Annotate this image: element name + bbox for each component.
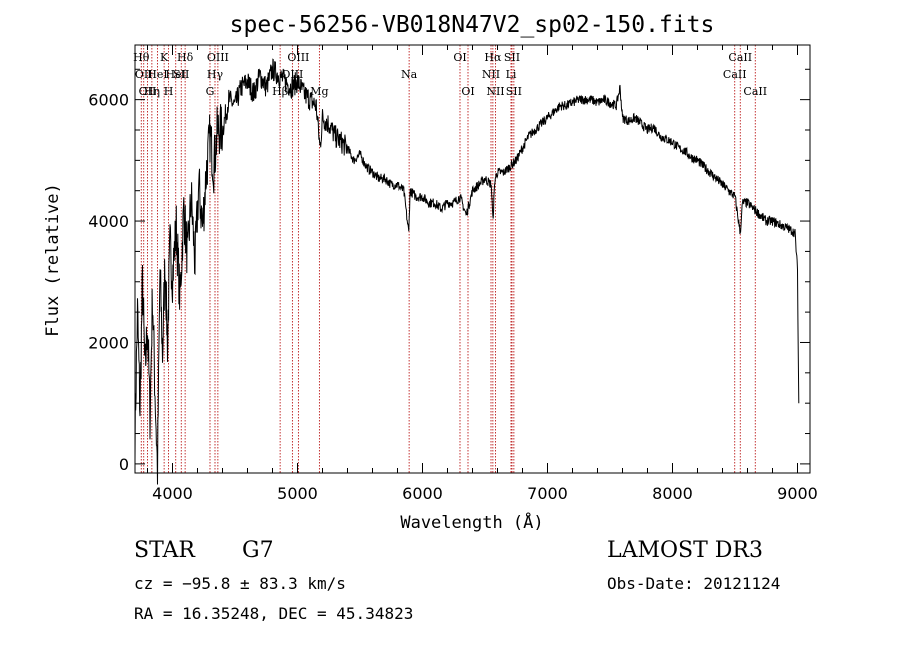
object-class: STAR — [134, 538, 195, 563]
spectral-line-label: HeI — [147, 68, 167, 81]
spectral-line-label: OI — [453, 51, 466, 64]
spectral-line-label: Hα — [484, 51, 502, 64]
spectral-line-label: CaII — [723, 68, 747, 81]
y-tick-label: 6000 — [88, 91, 129, 110]
y-tick-label: 4000 — [88, 212, 129, 231]
x-axis-label: Wavelength (Å) — [400, 511, 543, 533]
spectral-subclass: G7 — [242, 538, 274, 563]
x-tick-label: 5000 — [277, 484, 318, 503]
y-axis-label: Flux (relative) — [43, 183, 63, 337]
redshift-velocity: cz = −95.8 ± 83.3 km/s — [134, 574, 346, 593]
plot-frame — [134, 44, 811, 474]
spectrum-line — [134, 58, 800, 485]
spectral-line-label: K — [160, 51, 169, 64]
spectral-line-label: OI — [461, 85, 474, 98]
spectral-line-label: OII — [139, 85, 157, 98]
spectral-line-label: CaII — [728, 51, 752, 64]
spectral-line-markers — [140, 45, 756, 473]
spectral-line-label: NII — [486, 85, 504, 98]
x-tick-label: 9000 — [777, 484, 818, 503]
x-tick-label: 4000 — [152, 484, 193, 503]
spectral-line-label: Na — [401, 68, 418, 81]
spectral-line-label: OII — [135, 68, 153, 81]
survey-name: LAMOST DR3 — [607, 538, 763, 563]
spectral-line-label: SII — [504, 51, 520, 64]
observation-date: Obs-Date: 20121124 — [607, 574, 781, 593]
spectral-line-label: Hβ — [272, 85, 288, 98]
spectral-line-label: Hη — [144, 85, 160, 98]
chart-title: spec-56256-VB018N47V2_sp02-150.fits — [230, 12, 715, 38]
spectral-line-label: OIII — [287, 51, 309, 64]
x-tick-label: 8000 — [652, 484, 693, 503]
coordinates: RA = 16.35248, DEC = 45.34823 — [134, 604, 414, 623]
spectral-line-label: OIII — [207, 51, 229, 64]
spectral-line-labels: HθOIIOIIHηHeIKHHeISIIHδGHγOIIIHβOIIIOIII… — [133, 51, 767, 98]
x-axis-ticks: 4000 5000 6000 7000 8000 9000 — [147, 45, 818, 503]
x-tick-label: 7000 — [527, 484, 568, 503]
spectral-line-label: Hδ — [177, 51, 194, 64]
spectral-line-label: G — [206, 85, 215, 98]
spectral-line-label: SII — [506, 85, 522, 98]
spectral-line-label: H — [164, 85, 174, 98]
spectral-line-label: Mg — [310, 85, 328, 98]
y-axis-ticks: 0 2000 4000 6000 — [88, 68, 810, 474]
y-tick-label: 2000 — [88, 333, 129, 352]
spectral-line-label: SII — [173, 68, 189, 81]
spectral-line-label: Hγ — [207, 68, 224, 81]
spectral-line-label: CaII — [743, 85, 767, 98]
spectral-line-label: NII — [482, 68, 500, 81]
spectral-line-label: Hθ — [133, 51, 150, 64]
x-tick-label: 6000 — [402, 484, 443, 503]
spectral-line-label: Li — [506, 68, 517, 81]
y-tick-label: 0 — [119, 455, 129, 474]
spectral-line-label: HeI — [166, 68, 186, 81]
